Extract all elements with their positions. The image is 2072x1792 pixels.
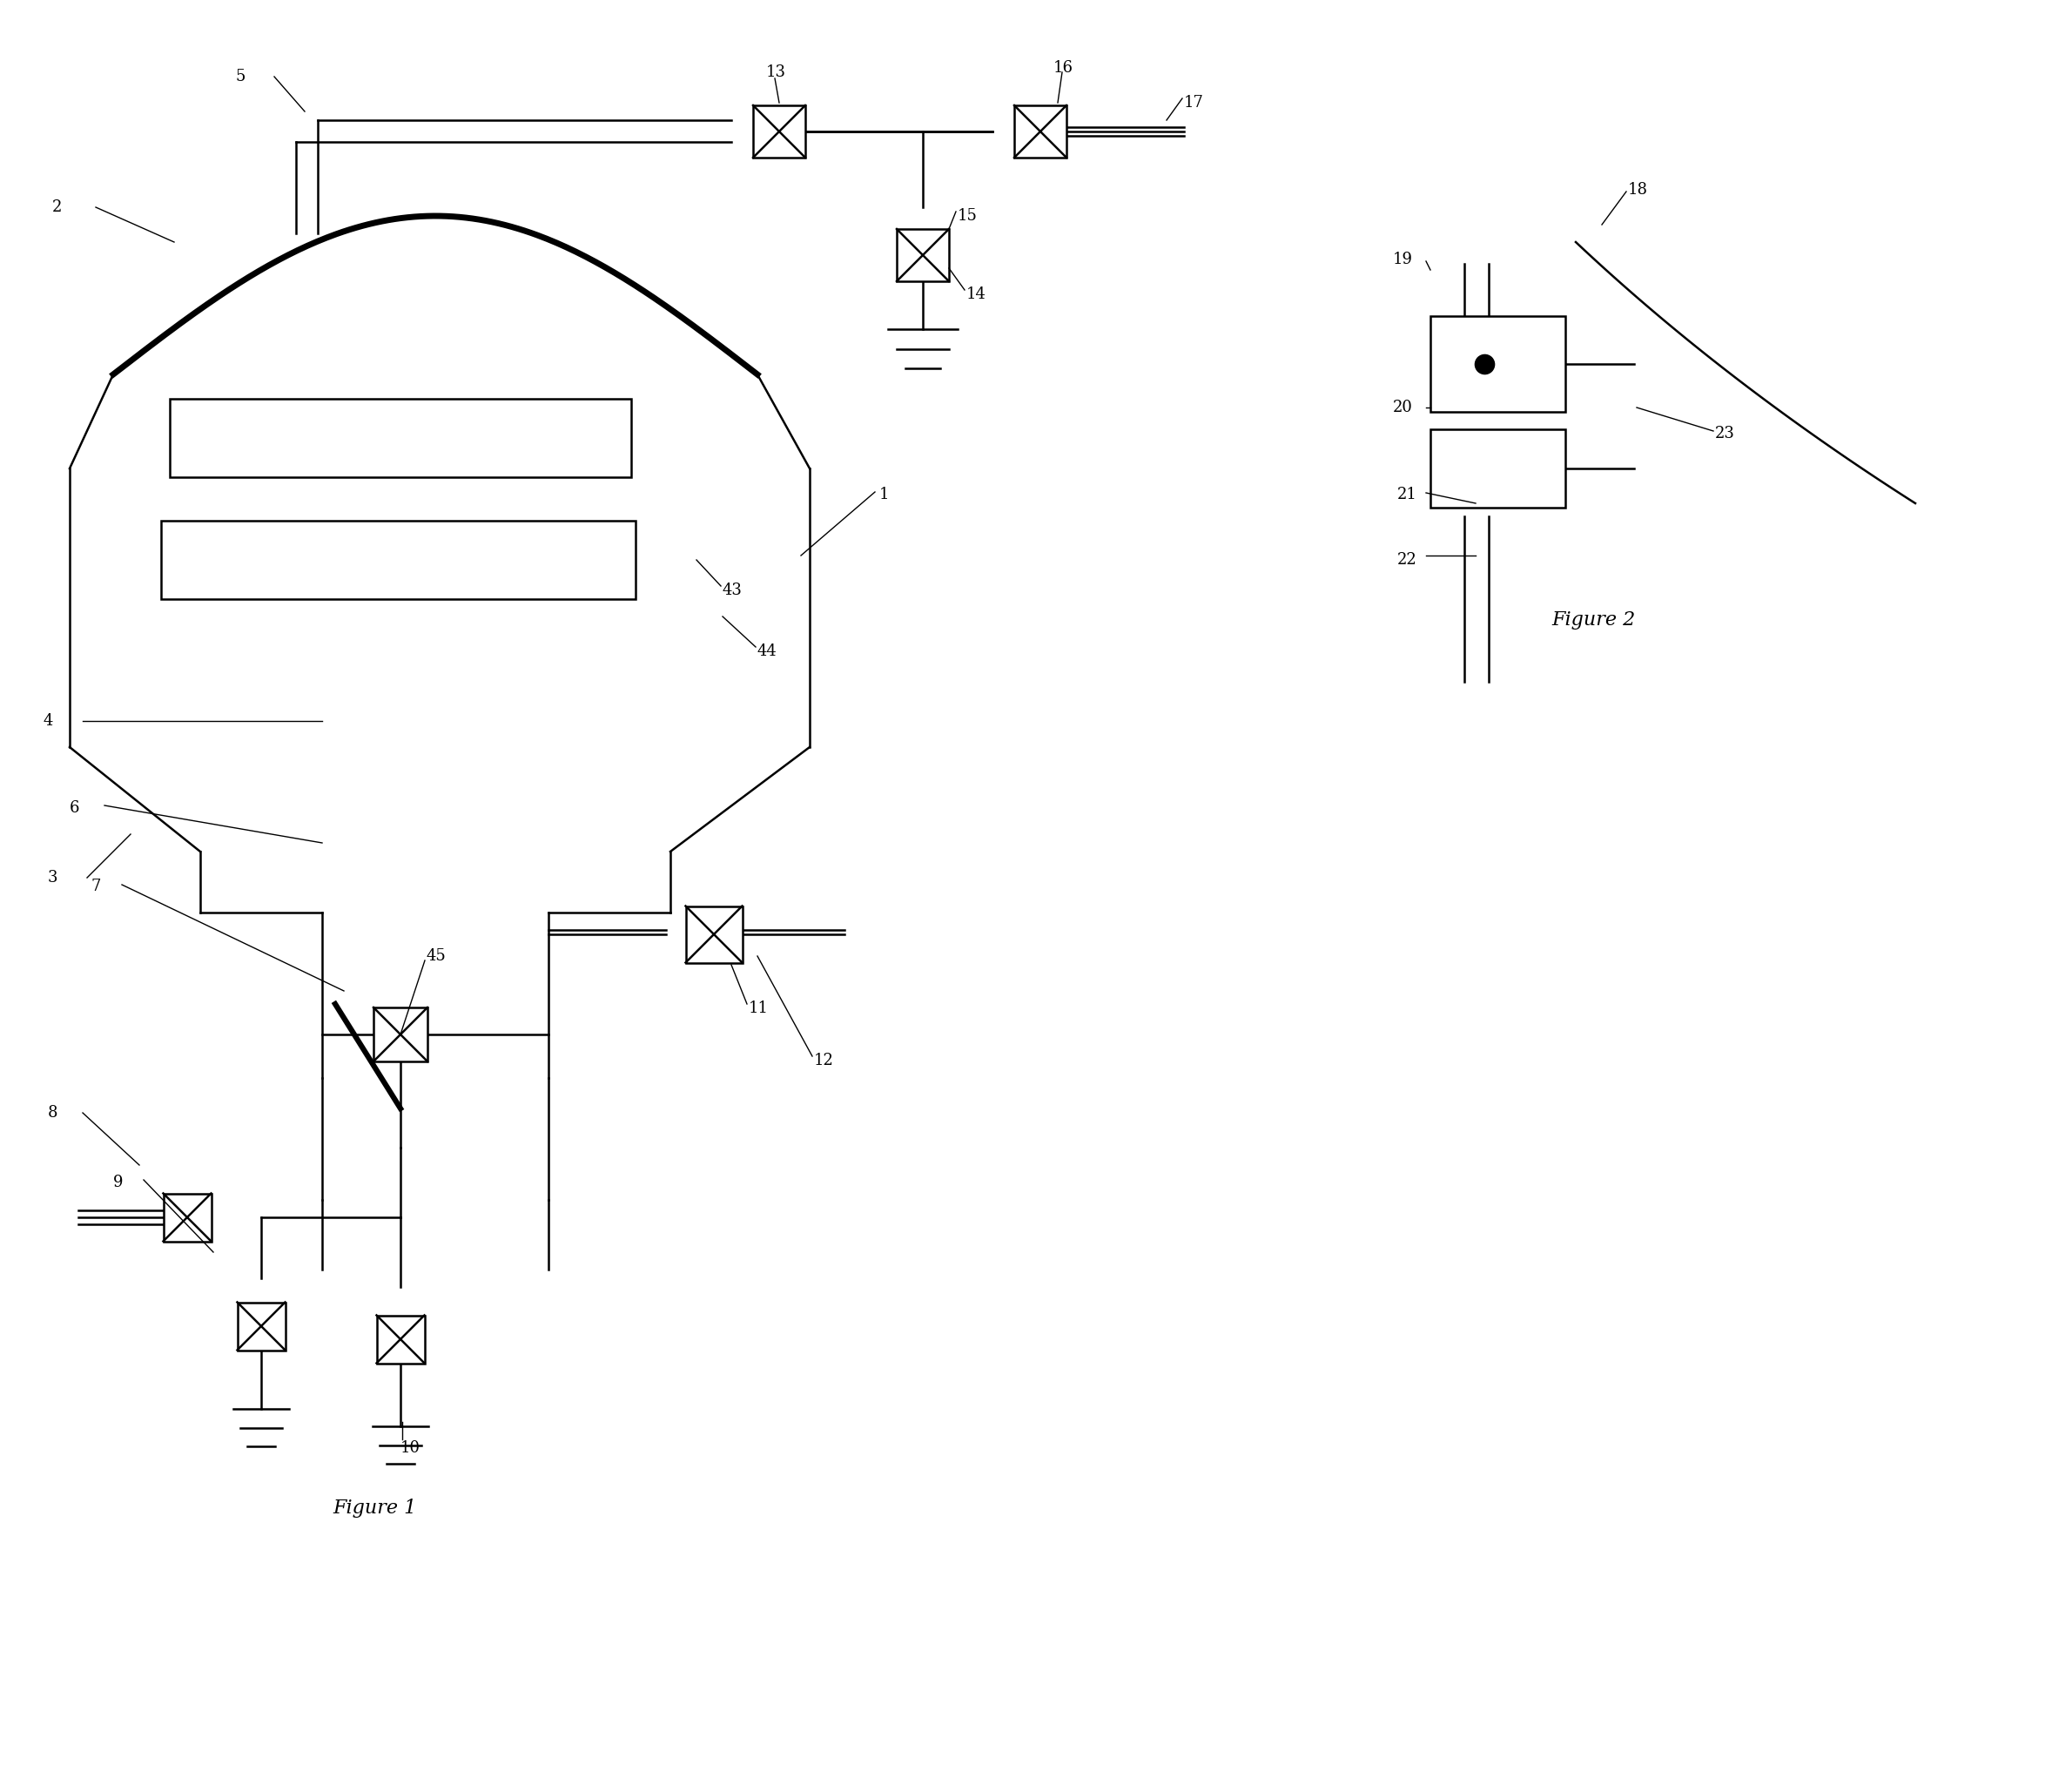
Bar	[1430, 315, 1564, 412]
Bar	[373, 1007, 427, 1061]
Text: 45: 45	[427, 948, 445, 964]
Bar	[752, 106, 806, 158]
Text: 22: 22	[1397, 552, 1417, 568]
Text: 18: 18	[1629, 183, 1647, 197]
Bar	[164, 1193, 211, 1242]
Text: 4: 4	[44, 713, 54, 729]
Text: 5: 5	[234, 68, 244, 84]
Bar	[170, 400, 632, 477]
Bar	[897, 229, 949, 281]
Text: 44: 44	[758, 643, 777, 659]
Text: 6: 6	[70, 801, 79, 815]
Text: 23: 23	[1716, 426, 1734, 441]
Text: 43: 43	[723, 582, 742, 599]
Text: 8: 8	[48, 1106, 58, 1120]
Bar	[1430, 430, 1564, 507]
Bar	[236, 1303, 286, 1349]
Text: 9: 9	[114, 1174, 122, 1190]
Text: 16: 16	[1053, 61, 1073, 75]
Bar	[1013, 106, 1067, 158]
Text: 2: 2	[52, 199, 62, 215]
Text: 19: 19	[1392, 251, 1413, 267]
Text: 17: 17	[1183, 95, 1204, 111]
Text: Figure 2: Figure 2	[1552, 611, 1635, 629]
Text: 12: 12	[814, 1052, 833, 1068]
Bar	[162, 521, 636, 599]
Text: 20: 20	[1392, 400, 1413, 416]
Text: 21: 21	[1397, 487, 1417, 502]
Text: 13: 13	[767, 65, 785, 81]
Bar	[686, 907, 742, 962]
Text: 7: 7	[91, 878, 102, 894]
Bar	[377, 1315, 425, 1364]
Text: 3: 3	[48, 869, 58, 885]
Text: 14: 14	[966, 287, 986, 303]
Text: 10: 10	[400, 1441, 421, 1455]
Text: Figure 1: Figure 1	[332, 1498, 416, 1518]
Text: 15: 15	[957, 208, 978, 224]
Text: 11: 11	[748, 1000, 769, 1016]
Text: 1: 1	[879, 487, 889, 502]
